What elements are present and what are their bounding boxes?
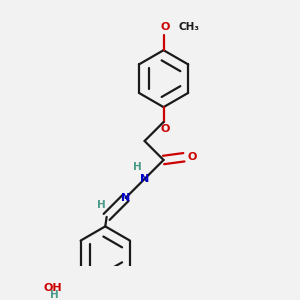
Text: H: H: [134, 162, 142, 172]
Text: O: O: [160, 124, 170, 134]
Text: N: N: [121, 193, 130, 203]
Text: CH₃: CH₃: [178, 22, 200, 32]
Text: O: O: [160, 22, 170, 32]
Text: O: O: [188, 152, 197, 162]
Text: H: H: [50, 290, 58, 300]
Text: OH: OH: [43, 283, 62, 293]
Text: N: N: [140, 174, 149, 184]
Text: H: H: [97, 200, 106, 210]
